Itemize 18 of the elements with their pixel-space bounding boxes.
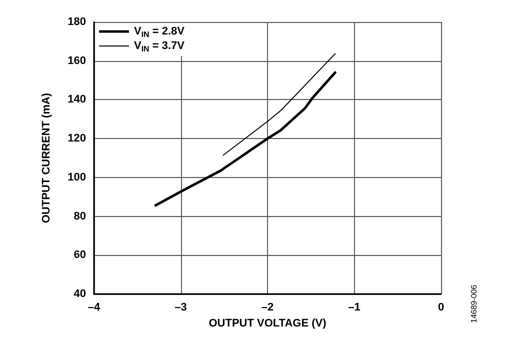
x-tick-label: –2: [261, 302, 274, 314]
y-tick-label: 80: [74, 210, 86, 222]
y-tick-label: 160: [68, 54, 86, 67]
y-tick-label: 120: [68, 132, 86, 145]
y-axis-title: OUTPUT CURRENT (mA): [40, 92, 52, 224]
y-tick-label: 100: [68, 171, 86, 184]
y-tick-label: 40: [74, 288, 86, 300]
line-series: [222, 53, 336, 156]
y-tick-label: 180: [68, 16, 86, 28]
x-tick-label: –3: [174, 302, 187, 314]
x-axis-title: OUTPUT VOLTAGE (V): [208, 318, 327, 330]
text: 14689-006: [470, 284, 478, 323]
x-tick-label: –1: [348, 302, 360, 314]
line-series: [154, 71, 336, 207]
y-tick-label: 140: [68, 94, 86, 106]
x-tick-label: 0: [438, 302, 444, 314]
x-tick-label: –4: [88, 302, 101, 314]
y-tick-label: 60: [74, 249, 86, 262]
